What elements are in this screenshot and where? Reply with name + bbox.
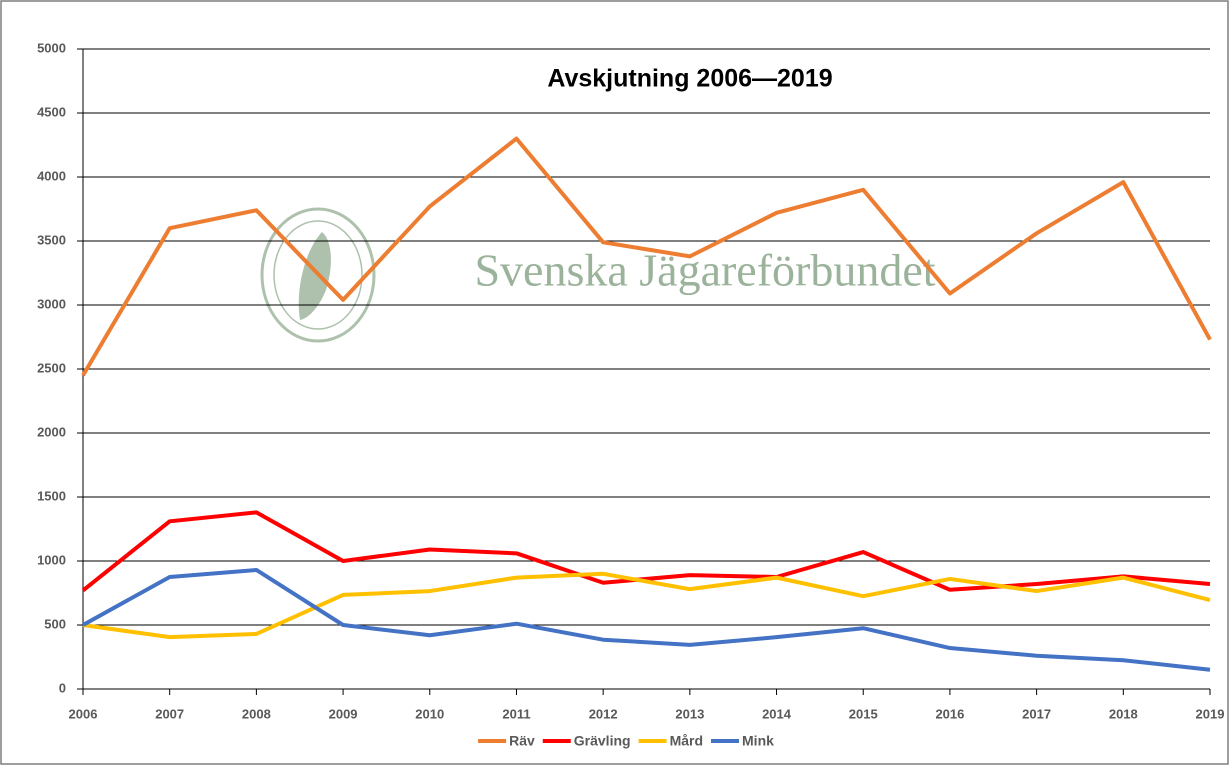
watermark: Svenska Jägareförbundet — [474, 245, 935, 296]
x-tick-label: 2010 — [415, 706, 444, 721]
x-tick-label: 2017 — [1022, 706, 1051, 721]
x-tick-label: 2013 — [675, 706, 704, 721]
legend: Räv Grävling Mård Mink — [478, 733, 774, 749]
x-tick-label: 2008 — [242, 706, 271, 721]
chart-title: Avskjutning 2006—2019 — [547, 65, 832, 93]
series-line — [82, 571, 1211, 640]
y-tick-label: 0 — [59, 680, 66, 695]
x-tick-label: 2006 — [69, 706, 98, 721]
x-tick-label: 2015 — [849, 706, 878, 721]
x-tick-label: 2012 — [589, 706, 618, 721]
legend-label: Mink — [742, 733, 774, 749]
series-line — [82, 567, 1211, 672]
y-tick-label: 2500 — [37, 360, 66, 375]
series-line — [81, 136, 1212, 377]
y-tick-label: 1500 — [37, 488, 66, 503]
x-tick-label: 2016 — [935, 706, 964, 721]
y-tick-label: 5000 — [37, 40, 66, 55]
y-tick-label: 4000 — [37, 168, 66, 183]
y-tick-label: 3500 — [37, 232, 66, 247]
y-tick-label: 500 — [44, 616, 66, 631]
x-tick-label: 2014 — [762, 706, 792, 721]
x-tick-label: 2009 — [329, 706, 358, 721]
y-tick-label: 1000 — [37, 552, 66, 567]
legend-label: Räv — [509, 733, 535, 749]
series-line — [81, 510, 1211, 593]
watermark-logo — [260, 207, 376, 343]
x-tick-label: 2007 — [155, 706, 184, 721]
x-tick-label: 2019 — [1196, 706, 1225, 721]
legend-label: Grävling — [574, 733, 631, 749]
y-tick-label: 4500 — [37, 104, 66, 119]
legend-label: Mård — [670, 733, 703, 749]
y-tick-label: 3000 — [37, 296, 66, 311]
x-tick-label: 2018 — [1109, 706, 1138, 721]
x-tick-label: 2011 — [502, 706, 530, 721]
y-tick-label: 2000 — [37, 424, 66, 439]
